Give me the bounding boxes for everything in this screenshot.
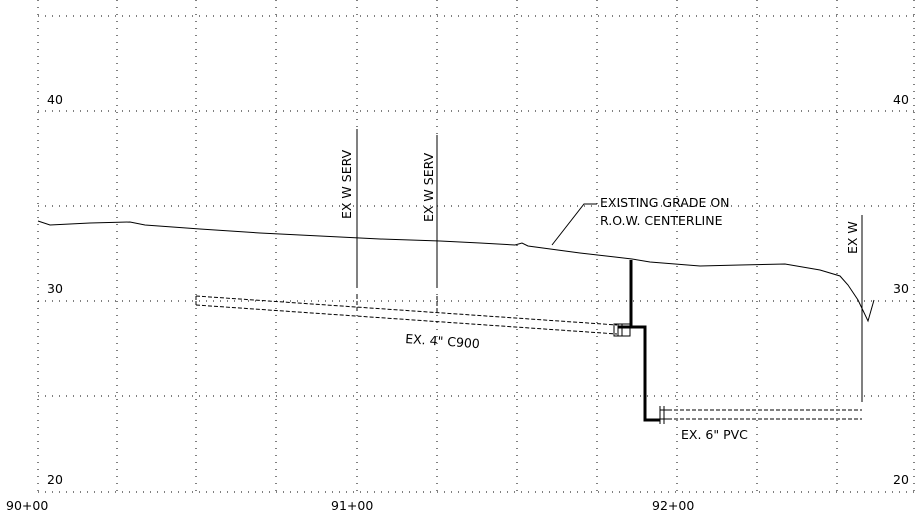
station-label-90: 90+00 — [6, 498, 48, 513]
service-1-callout: EX W SERV — [339, 149, 354, 219]
elevation-label-40-left: 40 — [47, 92, 63, 107]
grade-note-leader — [551, 203, 597, 246]
service-2-callout: EX W SERV — [421, 152, 436, 222]
existing-grade-line — [37, 220, 875, 323]
existing-6-inch-pipe — [668, 409, 862, 420]
elevation-label-20-right: 20 — [893, 472, 909, 487]
station-label-91: 91+00 — [331, 498, 373, 513]
elevation-label-20-left: 20 — [47, 472, 63, 487]
pipe-4-label: EX. 4" C900 — [405, 331, 481, 351]
main-callout: EX W — [845, 221, 860, 254]
grade-note-line-1: EXISTING GRADE ON — [600, 195, 730, 210]
drawing-grid — [37, 0, 915, 493]
elevation-label-30-right: 30 — [893, 281, 909, 296]
pipe-6-label: EX. 6" PVC — [681, 427, 748, 442]
existing-4-inch-pipe — [195, 295, 618, 335]
grade-note-line-2: R.O.W. CENTERLINE — [600, 213, 723, 228]
proposed-connection-pipe — [613, 260, 668, 424]
elevation-label-30-left: 30 — [47, 281, 63, 296]
station-label-92: 92+00 — [652, 498, 694, 513]
elevation-label-40-right: 40 — [893, 92, 909, 107]
